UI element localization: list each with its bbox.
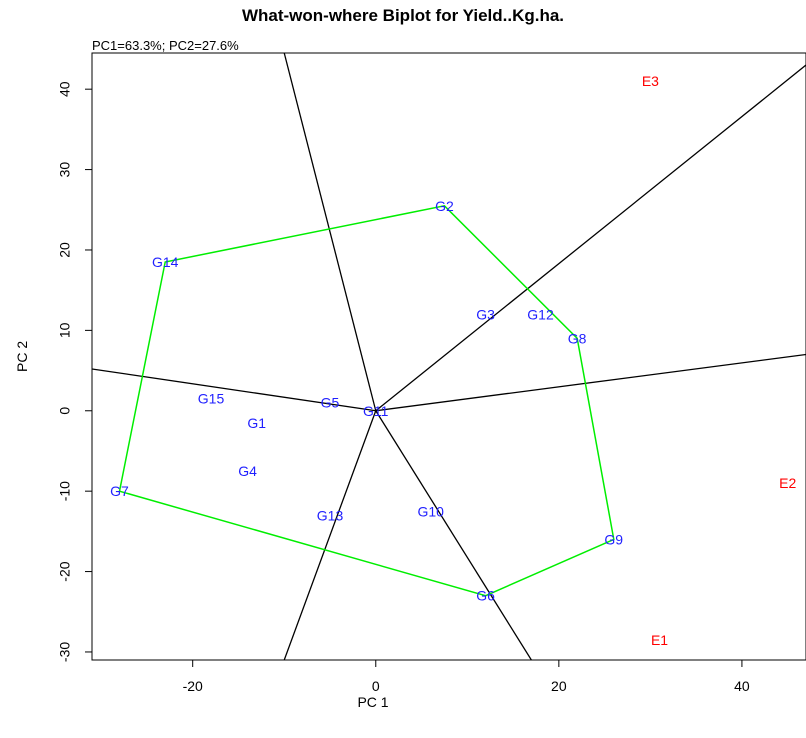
genotype-point-g13: G13 — [317, 507, 344, 523]
y-tick-label: 30 — [57, 162, 73, 178]
sector-ray-3 — [375, 353, 806, 412]
genotype-point-g10: G10 — [417, 503, 444, 519]
chart-subtitle: PC1=63.3%; PC2=27.6% — [92, 38, 239, 53]
genotype-point-g4: G4 — [238, 463, 257, 479]
x-tick-label: 0 — [372, 678, 380, 694]
polygon-layer — [118, 204, 615, 597]
y-tick-label: 10 — [57, 322, 73, 338]
genotype-point-g12: G12 — [527, 306, 554, 322]
sector-ray-5 — [283, 410, 377, 660]
sector-ray-1 — [283, 53, 377, 411]
x-tick-label: -20 — [183, 678, 203, 694]
genotype-point-g11: G11 — [363, 403, 389, 419]
environment-point-e2: E2 — [779, 475, 796, 491]
genotype-point-g6: G6 — [476, 588, 495, 604]
genotype-point-g7: G7 — [110, 483, 129, 499]
genotype-point-g5: G5 — [321, 395, 340, 411]
genotype-point-g14: G14 — [152, 254, 179, 270]
point-labels-layer: G1 G2 G3 G4 G5 G6 G7 G8 G9 G10 G11 G12 G13 G14 G15 E1 E2… — [110, 73, 796, 648]
sector-ray-4 — [375, 410, 532, 660]
genotype-point-g8: G8 — [568, 330, 587, 346]
y-tick-label: 0 — [57, 407, 73, 415]
genotype-point-g3: G3 — [476, 306, 495, 322]
environment-point-e3: E3 — [642, 73, 659, 89]
convex-hull-polygon — [118, 204, 615, 597]
environment-point-e1: E1 — [651, 632, 668, 648]
sector-ray-6 — [92, 368, 376, 412]
axes-layer: -20 0 20 40 -30 -20 -10 0 10 20 30 40 — [57, 52, 806, 694]
chart-title: What-won-where Biplot for Yield..Kg.ha. — [241, 6, 565, 25]
sector-ray-2 — [375, 64, 806, 412]
x-tick-label: 40 — [734, 678, 750, 694]
genotype-point-g1: G1 — [247, 415, 266, 431]
y-tick-label: -20 — [57, 561, 73, 581]
y-tick-label: -10 — [57, 481, 73, 501]
plot-frame — [91, 52, 806, 661]
x-tick-label: 20 — [551, 678, 567, 694]
x-axis-label: PC 1 — [357, 694, 389, 710]
y-tick-label: -30 — [57, 642, 73, 662]
y-tick-label: 40 — [57, 81, 73, 97]
genotype-point-g15: G15 — [198, 391, 225, 407]
y-tick-label: 20 — [57, 242, 73, 258]
genotype-point-g2: G2 — [435, 198, 454, 214]
rays-layer — [92, 53, 806, 660]
genotype-point-g9: G9 — [604, 531, 623, 547]
